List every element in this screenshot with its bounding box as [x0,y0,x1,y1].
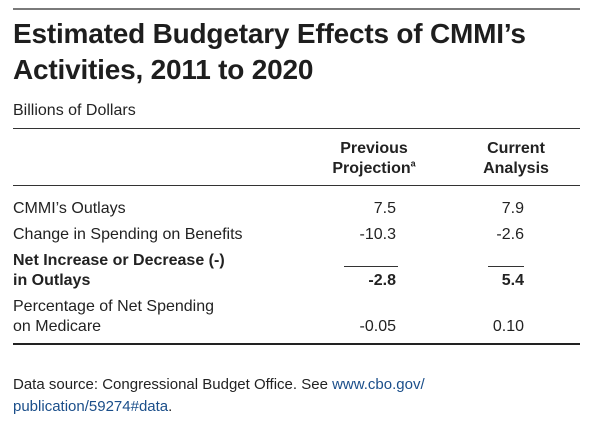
source-link-part-1[interactable]: www.cbo.gov/ [332,376,425,393]
value-previous-cmmi-outlays: 7.5 [373,200,396,217]
row-label-net-increase-line-1: Net Increase or Decrease (-) [13,252,225,269]
column-header-previous-line-2: Projection [332,160,411,177]
row-label-net-increase: Net Increase or Decrease (-) in Outlays [13,251,225,291]
value-previous-change-in-spending: -10.3 [359,226,396,243]
value-previous-net-increase: -2.8 [368,272,396,289]
sum-line-previous [344,266,398,267]
column-header-current: Current Analysis [466,139,566,179]
title-line-1: Estimated Budgetary Effects of CMMI’s [13,18,526,49]
exhibit-title: Estimated Budgetary Effects of CMMI’s Ac… [13,16,588,88]
value-current-cmmi-outlays: 7.9 [501,200,524,217]
row-label-change-in-spending: Change in Spending on Benefits [13,226,243,243]
value-current-percentage-medicare: 0.10 [492,318,524,335]
table-bottom-rule [13,343,580,345]
source-link-part-2[interactable]: publication/59274#data [13,398,169,415]
column-header-current-line-2: Analysis [483,160,549,177]
row-label-cmmi-outlays: CMMI’s Outlays [13,200,126,217]
column-header-previous-line-1: Previous [340,140,408,157]
row-label-percentage-medicare: Percentage of Net Spending on Medicare [13,297,214,337]
row-label-percentage-medicare-line-1: Percentage of Net Spending [13,298,215,315]
footnote-marker: a [410,158,416,169]
source-end: . [168,398,173,415]
sum-line-current [488,266,524,267]
top-rule [13,8,580,10]
value-current-net-increase: 5.4 [501,272,524,289]
row-label-net-increase-line-2: in Outlays [13,272,91,289]
value-previous-percentage-medicare: -0.05 [359,318,396,335]
data-source-note: Data source: Congressional Budget Office… [13,374,593,418]
header-top-rule [13,128,580,129]
title-line-2: Activities, 2011 to 2020 [13,54,314,85]
source-text: Data source: Congressional Budget Office… [13,376,333,393]
column-header-current-line-1: Current [487,140,545,157]
units-label: Billions of Dollars [13,102,136,119]
header-bottom-rule [13,185,580,186]
row-label-percentage-medicare-line-2: on Medicare [13,318,102,335]
column-header-previous: Previous Projectiona [318,139,430,179]
value-current-change-in-spending: -2.6 [496,226,524,243]
